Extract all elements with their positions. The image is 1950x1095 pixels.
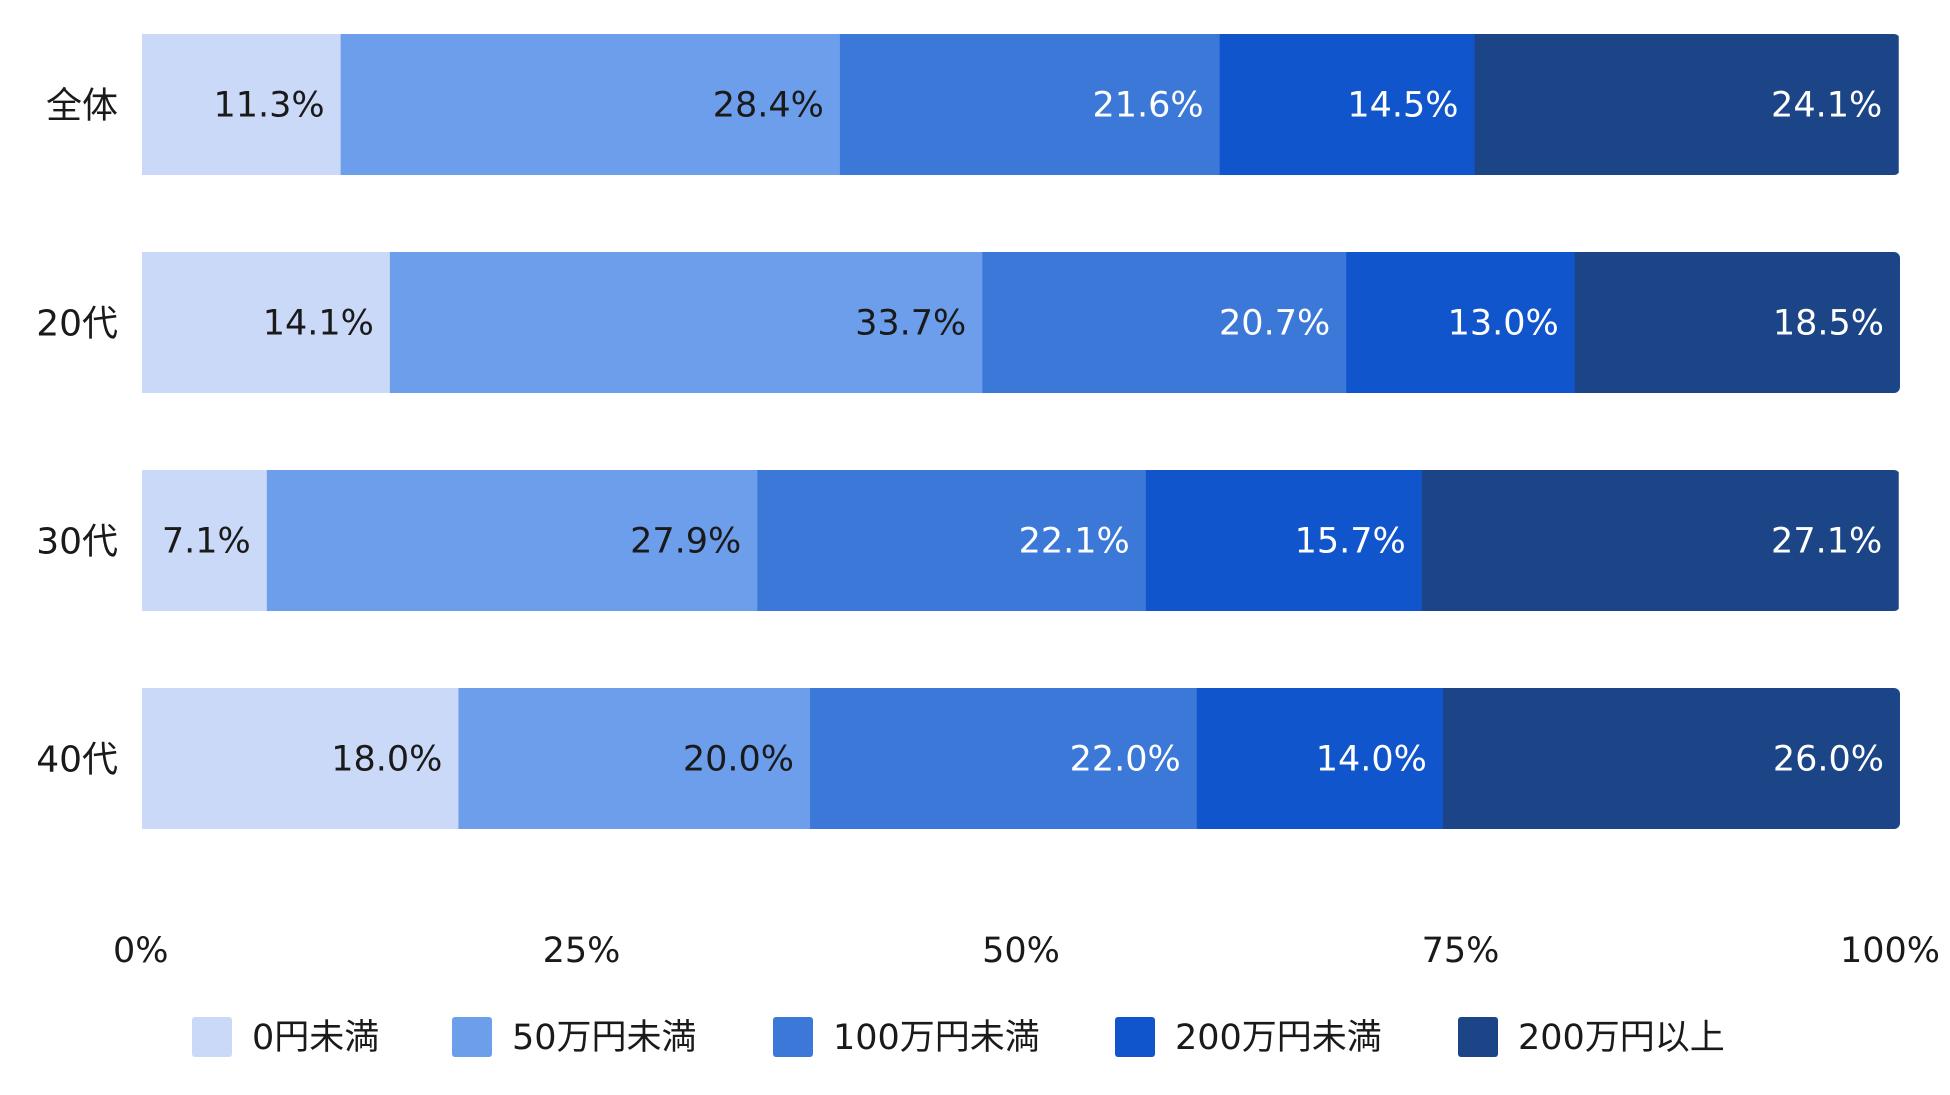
bar-segment: [839, 34, 1221, 175]
data-label: 27.9%: [630, 522, 741, 562]
bar-row: [142, 34, 1899, 175]
bar-row: [142, 688, 1900, 829]
data-label: 21.6%: [1092, 86, 1203, 126]
data-label: 14.0%: [1316, 740, 1427, 780]
data-label: 26.0%: [1773, 740, 1884, 780]
data-label: 27.1%: [1771, 522, 1882, 562]
category-label: 20代: [36, 304, 118, 345]
legend-label: 100万円未満: [833, 1018, 1040, 1058]
tick-label: 0%: [113, 931, 169, 971]
category-label: 40代: [36, 740, 118, 781]
bar-segment: [1219, 34, 1476, 175]
category-label: 全体: [46, 86, 118, 127]
bar-segment: [142, 470, 268, 611]
bar-segment: [1145, 470, 1423, 611]
category-label: 30代: [36, 522, 118, 563]
data-label: 24.1%: [1771, 86, 1882, 126]
legend-label: 200万円以上: [1518, 1018, 1725, 1058]
category-axis: 全体 20代 30代 40代: [36, 86, 118, 781]
data-label: 18.0%: [331, 740, 442, 780]
data-label: 14.1%: [263, 304, 374, 344]
bar-segment: [340, 34, 841, 175]
data-label: 14.5%: [1347, 86, 1458, 126]
bar-area: 11.3% 28.4% 21.6% 14.5% 24.1% 14.1% 33.7% 20.7%…: [142, 34, 1900, 829]
legend-label: 0円未満: [252, 1018, 379, 1058]
data-label: 22.1%: [1019, 522, 1130, 562]
bar-segment: [142, 252, 391, 393]
bar-segment: [1346, 252, 1576, 393]
legend-swatch: [452, 1017, 492, 1057]
legend-item: 0円未満: [192, 1017, 379, 1058]
data-label: 11.3%: [213, 86, 324, 126]
bar-segment: [1474, 34, 1899, 175]
bar-row: [142, 470, 1899, 611]
bar-row: [142, 252, 1900, 393]
tick-label: 100%: [1840, 931, 1940, 971]
bar-segment: [1442, 688, 1900, 829]
legend-item: 200万円以上: [1458, 1017, 1725, 1058]
legend-label: 200万円未満: [1175, 1018, 1382, 1058]
legend-swatch: [1115, 1017, 1155, 1057]
legend-label: 50万円未満: [512, 1018, 697, 1058]
data-label: 28.4%: [713, 86, 824, 126]
data-label: 13.0%: [1448, 304, 1559, 344]
legend-swatch: [1458, 1017, 1498, 1057]
bar-segment: [810, 688, 1198, 829]
legend-item: 100万円未満: [773, 1017, 1040, 1058]
data-label: 7.1%: [162, 522, 251, 562]
bar-segment: [458, 688, 811, 829]
data-label: 18.5%: [1773, 304, 1884, 344]
bar-segment: [1574, 252, 1900, 393]
bar-segment: [1196, 688, 1444, 829]
legend-swatch: [192, 1017, 232, 1057]
legend-swatch: [773, 1017, 813, 1057]
legend-item: 50万円未満: [452, 1017, 697, 1058]
data-label: 20.7%: [1219, 304, 1330, 344]
value-axis: 0% 25% 50% 75% 100%: [113, 931, 1940, 971]
data-label: 33.7%: [855, 304, 966, 344]
tick-label: 50%: [982, 931, 1060, 971]
bar-segment: [757, 470, 1147, 611]
legend-item: 200万円未満: [1115, 1017, 1382, 1058]
bar-segment: [389, 252, 983, 393]
tick-label: 25%: [543, 931, 621, 971]
bar-segment: [142, 34, 342, 175]
data-label: 22.0%: [1070, 740, 1181, 780]
bar-segment: [982, 252, 1347, 393]
data-label: 20.0%: [683, 740, 794, 780]
data-label: 15.7%: [1295, 522, 1406, 562]
bar-segment: [266, 470, 758, 611]
bar-segment: [1421, 470, 1899, 611]
legend: 0円未満 50万円未満 100万円未満 200万円未満 200万円以上: [192, 1017, 1725, 1058]
bar-segment: [142, 688, 459, 829]
tick-label: 75%: [1422, 931, 1500, 971]
